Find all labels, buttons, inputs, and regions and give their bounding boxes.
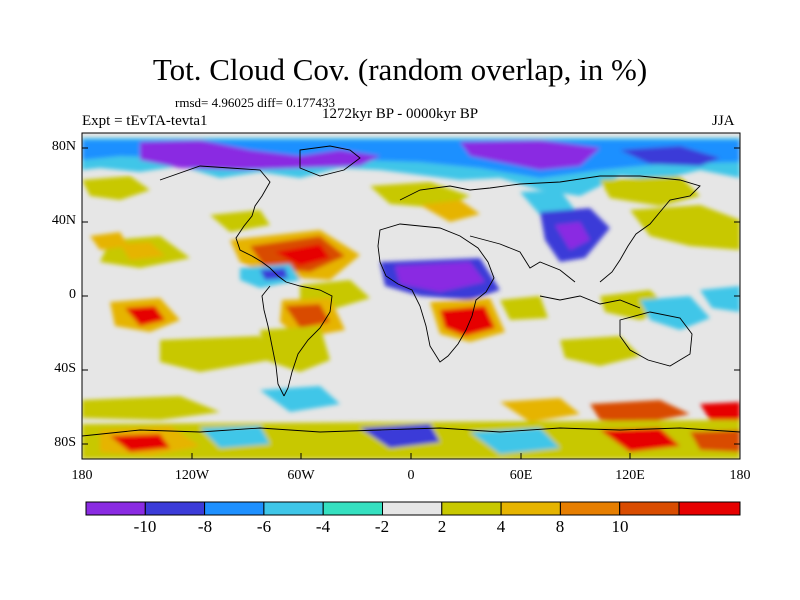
colorbar-bin-7 — [441, 501, 502, 516]
colorbar — [85, 501, 741, 516]
lon-label-0: 0 — [407, 468, 415, 483]
colorbar-bin-10 — [619, 501, 680, 516]
lon-label-120e: 120E — [615, 468, 645, 483]
lon-label-120w: 120W — [174, 468, 210, 483]
lon-label-60w: 60W — [287, 468, 315, 483]
coastlines — [82, 145, 740, 437]
lat-label-40n: 40N — [51, 213, 76, 228]
lat-label-80s: 80S — [54, 435, 76, 450]
lon-label-180w: 180 — [71, 468, 93, 483]
colorbar-label-m6: -6 — [256, 517, 272, 536]
lat-label-40s: 40S — [54, 361, 76, 376]
lat-label-80n: 80N — [51, 139, 76, 154]
colorbar-label-4: 4 — [496, 517, 506, 536]
colorbar-label-m8: -8 — [197, 517, 213, 536]
lon-label-60e: 60E — [509, 468, 533, 483]
colorbar-bin-3 — [204, 501, 265, 516]
colorbar-label-2: 2 — [437, 517, 447, 536]
colorbar-bin-6 — [382, 501, 443, 516]
colorbar-bin-5 — [322, 501, 384, 516]
colorbar-label-10: 10 — [611, 517, 629, 536]
lat-label-0: 0 — [69, 287, 76, 302]
colorbar-bin-4 — [263, 501, 324, 516]
experiment-label: Expt = tEvTA-tevta1 — [82, 113, 208, 129]
colorbar-label-m10: -10 — [133, 517, 157, 536]
lon-label-180e: 180 — [729, 468, 751, 483]
map-title: Tot. Cloud Cov. (random overlap, in %) — [152, 52, 648, 87]
colorbar-label-m4: -4 — [315, 517, 331, 536]
map-field — [82, 133, 740, 459]
colorbar-bin-1 — [85, 501, 146, 516]
colorbar-bin-11 — [678, 501, 741, 516]
colorbar-label-8: 8 — [555, 517, 565, 536]
statistics-label: rmsd= 4.96025 diff= 0.177433 — [175, 95, 335, 110]
colorbar-bin-9 — [559, 501, 621, 516]
period-label: 1272kyr BP - 0000kyr BP — [322, 106, 479, 122]
season-label: JJA — [712, 113, 735, 129]
colorbar-bin-8 — [500, 501, 561, 516]
colorbar-label-m2: -2 — [374, 517, 390, 536]
colorbar-bin-2 — [144, 501, 206, 516]
axis-ticks — [82, 147, 740, 459]
